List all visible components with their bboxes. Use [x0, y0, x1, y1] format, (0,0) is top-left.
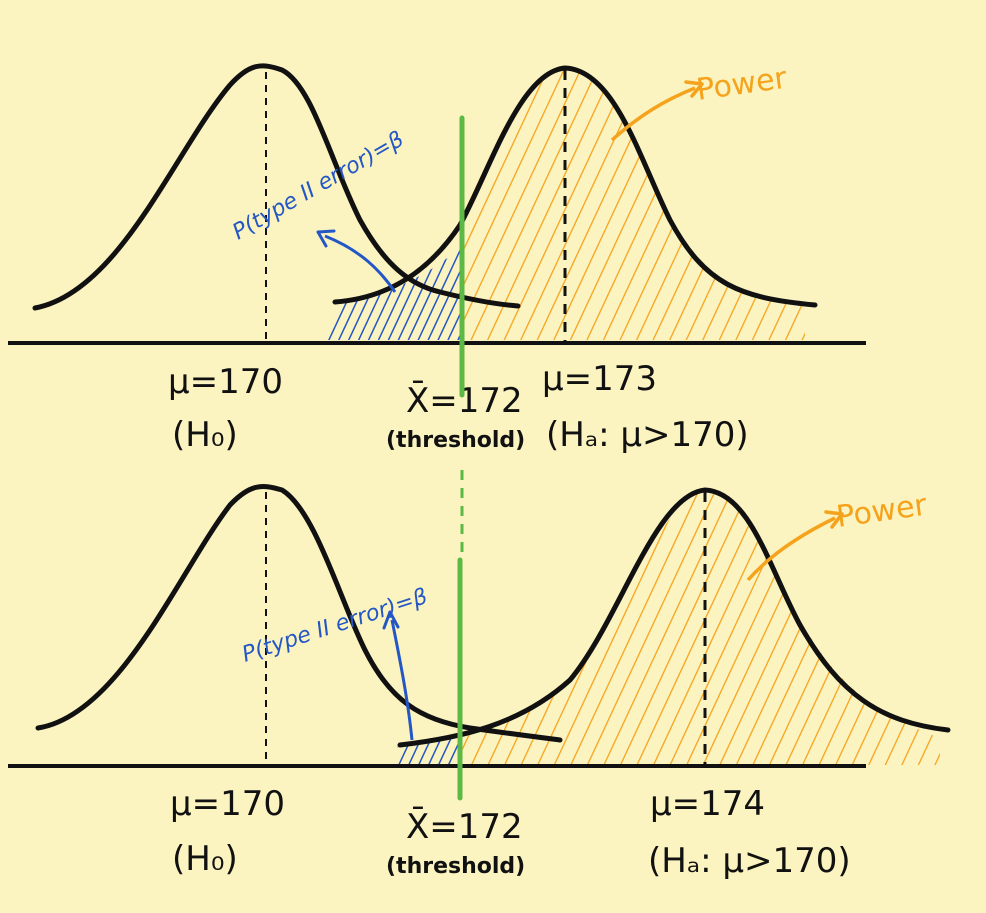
top-power-arrow — [610, 86, 696, 142]
bottom-power-arrowhead — [824, 510, 844, 529]
top-h0-label: (H₀) — [172, 415, 238, 455]
bottom-panel: P(type II error)=β Power μ=170 (H₀) X̄=1… — [8, 484, 951, 881]
top-beta-arrow — [324, 234, 397, 293]
top-h0-curve — [32, 63, 521, 311]
top-h0-mean: μ=170 — [168, 362, 283, 402]
bottom-power-arrow — [746, 516, 836, 582]
bottom-beta-arrow — [390, 619, 414, 741]
top-beta-arrowhead — [316, 229, 336, 248]
top-power-region — [462, 68, 805, 340]
bottom-beta-region — [395, 735, 462, 765]
bottom-threshold-value: X̄=172 — [406, 806, 523, 847]
top-ha-mean: μ=173 — [542, 359, 657, 399]
bottom-power-region — [462, 490, 940, 765]
bottom-ha-label: (Hₐ: μ>170) — [648, 841, 851, 881]
bottom-ha-curve — [397, 487, 951, 748]
top-ha-curve — [332, 65, 818, 308]
bottom-h0-label: (H₀) — [172, 839, 238, 879]
bottom-ha-mean: μ=174 — [650, 784, 765, 824]
bottom-h0-curve — [35, 484, 563, 743]
bottom-beta-arrowhead — [382, 610, 400, 630]
top-ha-label: (Hₐ: μ>170) — [546, 415, 749, 455]
bottom-threshold-label: (threshold) — [386, 854, 525, 879]
top-threshold-label: (threshold) — [386, 428, 525, 453]
top-beta-region — [322, 248, 462, 340]
bottom-h0-mean: μ=170 — [170, 784, 285, 824]
top-power-arrowhead — [684, 80, 704, 98]
